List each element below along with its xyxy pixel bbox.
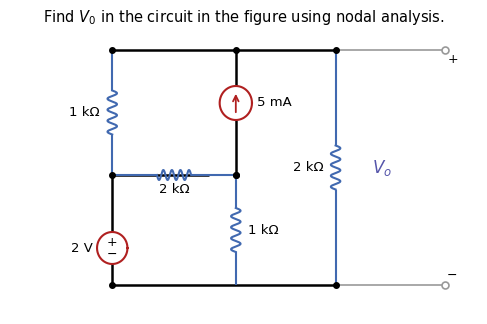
Text: 5 mA: 5 mA xyxy=(257,97,292,110)
Text: −: − xyxy=(447,269,457,282)
Text: +: + xyxy=(448,53,458,66)
Text: Find $V_0$ in the circuit in the figure using nodal analysis.: Find $V_0$ in the circuit in the figure … xyxy=(43,8,444,27)
Text: 1 kΩ: 1 kΩ xyxy=(248,224,279,237)
Text: 2 kΩ: 2 kΩ xyxy=(159,183,189,196)
Text: 2 kΩ: 2 kΩ xyxy=(293,161,323,174)
Text: 1 kΩ: 1 kΩ xyxy=(69,106,100,119)
Text: −: − xyxy=(107,248,117,260)
Text: $V_o$: $V_o$ xyxy=(372,157,392,178)
Text: +: + xyxy=(107,236,117,249)
Text: 2 V: 2 V xyxy=(72,241,93,254)
